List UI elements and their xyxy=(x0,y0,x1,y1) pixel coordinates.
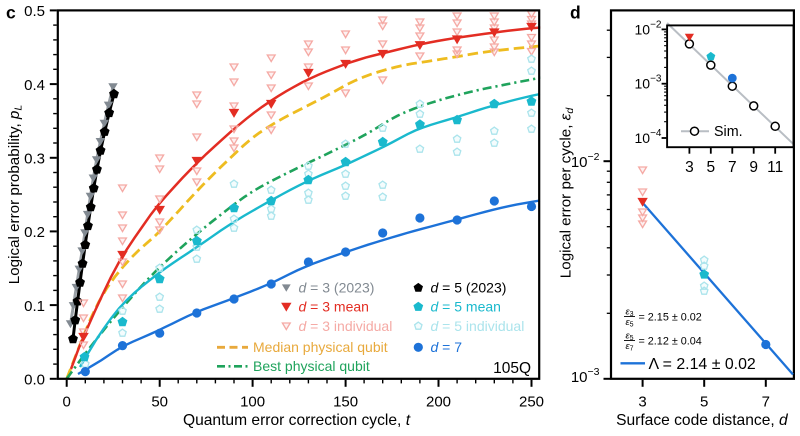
svg-text:ε5: ε5 xyxy=(625,330,633,342)
svg-text:0: 0 xyxy=(63,394,71,411)
svg-text:9: 9 xyxy=(749,159,758,176)
svg-text:200: 200 xyxy=(426,394,451,411)
svg-text:11: 11 xyxy=(767,159,783,176)
svg-text:3: 3 xyxy=(638,394,646,411)
svg-text:Λ = 2.14 ± 0.02: Λ = 2.14 ± 0.02 xyxy=(649,356,756,373)
svg-text:ε5: ε5 xyxy=(625,317,633,329)
svg-text:d = 3 individual: d = 3 individual xyxy=(299,318,393,334)
svg-text:105Q: 105Q xyxy=(493,360,531,377)
svg-text:100: 100 xyxy=(240,394,265,411)
svg-text:Logical error probability, pL: Logical error probability, pL xyxy=(6,105,25,285)
svg-text:250: 250 xyxy=(519,394,544,411)
svg-text:3: 3 xyxy=(685,159,694,176)
svg-text:0.0: 0.0 xyxy=(24,372,45,389)
svg-text:150: 150 xyxy=(333,394,358,411)
svg-text:= 2.12 ± 0.04: = 2.12 ± 0.04 xyxy=(639,335,702,347)
svg-text:0.3: 0.3 xyxy=(24,151,45,168)
svg-text:Median physical qubit: Median physical qubit xyxy=(253,339,388,355)
svg-text:d = 5 mean: d = 5 mean xyxy=(431,299,501,315)
svg-text:= 2.15 ± 0.02: = 2.15 ± 0.02 xyxy=(639,311,702,323)
svg-text:0.1: 0.1 xyxy=(24,298,45,315)
svg-text:5: 5 xyxy=(706,159,715,176)
svg-text:d = 5 individual: d = 5 individual xyxy=(431,318,525,334)
svg-text:0.2: 0.2 xyxy=(24,224,45,241)
svg-text:5: 5 xyxy=(700,394,708,411)
svg-text:7: 7 xyxy=(762,394,770,411)
svg-text:Quantum error correction cycle: Quantum error correction cycle, t xyxy=(183,412,411,429)
svg-text:Best physical qubit: Best physical qubit xyxy=(253,358,370,374)
svg-text:7: 7 xyxy=(728,159,737,176)
svg-text:0.4: 0.4 xyxy=(24,77,45,94)
svg-text:d: d xyxy=(570,3,581,23)
svg-text:d = 7: d = 7 xyxy=(431,339,463,355)
svg-text:Surface code distance, d: Surface code distance, d xyxy=(616,412,789,429)
svg-text:Sim.: Sim. xyxy=(714,124,743,140)
svg-text:c: c xyxy=(6,3,16,23)
svg-text:0.5: 0.5 xyxy=(24,3,45,20)
svg-text:ε3: ε3 xyxy=(625,306,633,318)
svg-text:d = 5 (2023): d = 5 (2023) xyxy=(431,280,507,296)
svg-text:Logical error per cycle, εd: Logical error per cycle, εd xyxy=(558,107,577,279)
svg-text:50: 50 xyxy=(151,394,168,411)
svg-text:d = 3 (2023): d = 3 (2023) xyxy=(299,280,375,296)
svg-text:ε7: ε7 xyxy=(625,341,633,353)
svg-text:d = 3 mean: d = 3 mean xyxy=(299,299,369,315)
